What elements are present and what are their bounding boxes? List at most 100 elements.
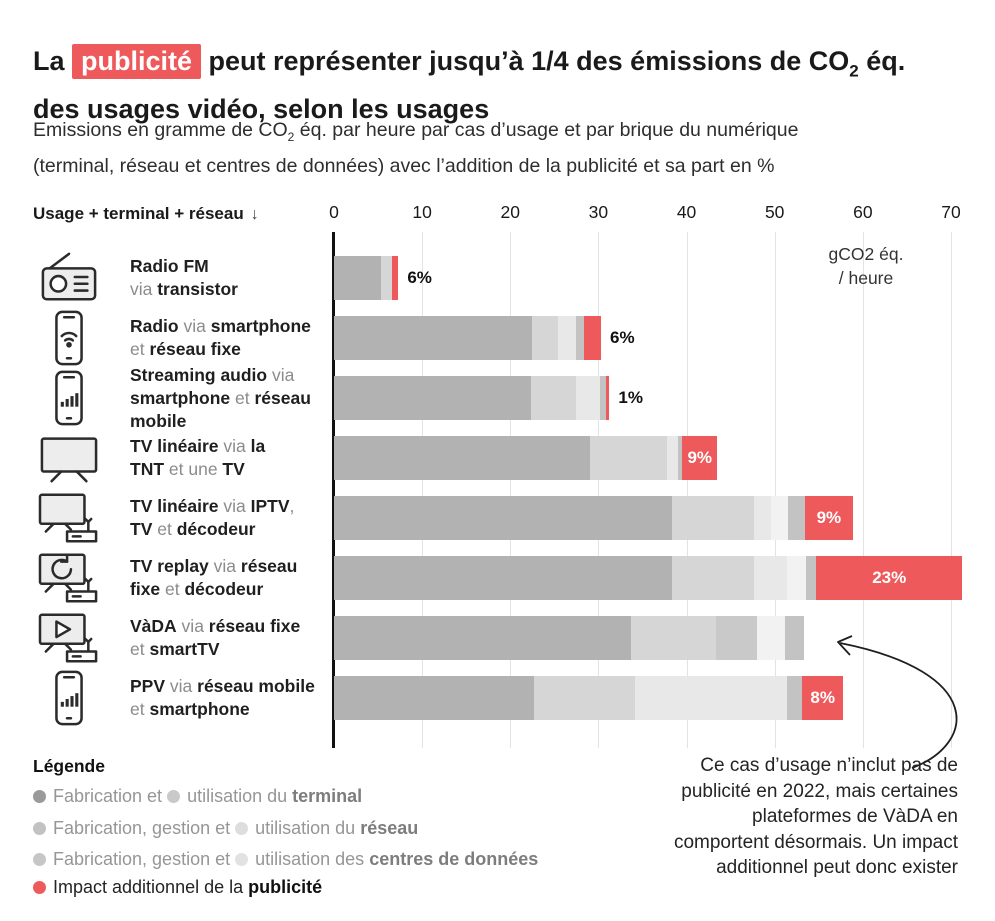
usage-label: Radio FM via transistor — [130, 248, 342, 308]
bar-segment-1 — [380, 256, 393, 300]
title-highlight: publicité — [72, 44, 202, 80]
annotation-line: publicité en 2022, mais certaines — [681, 780, 958, 802]
phone-bars-icon — [36, 369, 102, 427]
usage-label: PPV via réseau mobile et smartphone — [130, 668, 342, 728]
usage-label: TV replay via réseau fixe et décodeur — [130, 548, 342, 608]
gridline-10 — [422, 232, 423, 748]
legend-text: utilisation du — [187, 786, 293, 806]
label-bold: réseau fixe — [208, 616, 301, 636]
usage-label-text: Streaming audio via smartphone et réseau m… — [130, 364, 311, 433]
phone-bars-icon — [36, 669, 102, 727]
pub-percentage-label: 6% — [610, 328, 635, 347]
subtitle-subscript: 2 — [287, 129, 295, 144]
legend-row: Fabrication et utilisation du terminal — [33, 786, 362, 807]
bar-segment-publicite — [606, 376, 610, 420]
bar-segment-2 — [753, 496, 772, 540]
axis-tick-10: 10 — [412, 202, 432, 222]
bar-segment-1 — [532, 316, 558, 360]
label-bold: fixe — [130, 579, 161, 599]
pub-percentage-label: 9% — [687, 448, 713, 467]
label-light: via — [267, 364, 295, 385]
stacked-bar: 6% — [334, 256, 432, 300]
label-light: via — [218, 436, 251, 456]
axis-tick-50: 50 — [764, 202, 785, 222]
axis-tick-0: 0 — [329, 202, 339, 222]
gridline-20 — [510, 232, 511, 748]
annotation-line: comportent désormais. Un impact — [673, 831, 958, 853]
bar-segment-1 — [672, 496, 754, 540]
legend-dot-icon — [33, 822, 46, 835]
label-bold: TV linéaire — [130, 496, 219, 516]
bar-segment-0 — [334, 496, 673, 540]
label-bold: Radio — [130, 316, 179, 336]
bar-segment-3 — [787, 676, 802, 720]
label-bold: VàDA — [130, 616, 177, 636]
label-bold: réseau mobile — [197, 676, 315, 696]
legend-text: publicité — [248, 877, 323, 897]
legend-dot-icon — [235, 853, 249, 866]
bar-segment-0 — [334, 556, 673, 600]
bar-segment-0 — [334, 616, 632, 660]
gridline-50 — [775, 232, 776, 748]
usage-label: VàDA via réseau fixe et smartTV — [130, 608, 342, 668]
bar-segment-4 — [806, 556, 817, 600]
legend-row: Impact additionnel de la publicité — [33, 877, 322, 898]
phone-wifi-icon — [36, 309, 102, 367]
label-light: via — [176, 616, 209, 636]
bar-segment-0 — [334, 676, 535, 720]
gridline-40 — [687, 232, 688, 748]
label-light: via — [208, 556, 241, 576]
bar-segment-2 — [753, 556, 788, 600]
legend-row: Fabrication, gestion et utilisation du r… — [33, 818, 418, 839]
pub-percentage-label: 6% — [407, 268, 432, 287]
bar-segment-publicite — [584, 316, 602, 360]
label-bold: IPTV — [250, 496, 290, 516]
subtitle-text: (terminal, réseau et centres de données)… — [33, 154, 775, 177]
subtitle-text: Emissions en gramme de CO — [33, 119, 288, 141]
label-bold: smartphone — [130, 387, 231, 408]
usage-label-text: PPV via réseau mobile et smartphone — [130, 675, 315, 721]
gridline-30 — [598, 232, 599, 748]
tv-play-icon — [36, 609, 102, 667]
pub-percentage-label: 1% — [618, 388, 643, 407]
usage-label-text: TV linéaire via la TNT et une TV — [130, 435, 265, 481]
legend-text: centres de données — [369, 849, 539, 869]
label-bold: Radio FM — [130, 256, 209, 276]
label-bold: TNT — [130, 459, 165, 479]
unit-line2: / heure — [838, 268, 894, 288]
legend-text: utilisation du — [255, 818, 361, 838]
legend-dot-icon — [167, 790, 181, 803]
legend-dot-icon — [33, 790, 46, 803]
axis-tick-60: 60 — [853, 202, 873, 222]
axis-unit-label: gCO2 éq. / heure — [806, 242, 926, 290]
annotation-line: additionnel peut donc exister — [716, 857, 958, 878]
usage-label-text: VàDA via réseau fixe et smartTV — [130, 615, 300, 661]
bar-segment-3 — [677, 436, 683, 480]
legend-text: réseau — [360, 818, 419, 838]
tv-replay-icon — [36, 549, 102, 607]
legend-text: utilisation des — [255, 849, 370, 869]
legend-dot-icon — [33, 881, 46, 894]
annotation-note: Ce cas d’usage n’inclut pas de publicité … — [653, 753, 958, 881]
bar-segment-3 — [600, 376, 607, 420]
bar-segment-3 — [787, 556, 807, 600]
radio-icon — [36, 249, 102, 307]
label-light: via — [130, 279, 158, 299]
legend-text: Impact additionnel de la — [53, 877, 249, 897]
page-title: La publicité peut représenter jusqu’à 1/… — [33, 42, 968, 129]
legend-title: Légende — [33, 756, 105, 776]
label-light: via — [218, 496, 251, 516]
bar-segment-4 — [787, 496, 805, 540]
legend-text: Fabrication, gestion et — [53, 849, 236, 869]
subtitle-text: éq. par heure par cas d’usage et par bri… — [294, 119, 799, 141]
label-bold: mobile — [130, 410, 187, 431]
bar-segment-publicite: 9% — [682, 436, 718, 480]
bar-segment-publicite — [392, 256, 399, 300]
usage-label: TV linéaire via IPTV, TV et décodeur — [130, 488, 342, 548]
bar-segment-3 — [757, 616, 786, 660]
bar-segment-0 — [334, 256, 381, 300]
label-light: et — [152, 519, 177, 539]
stacked-bar: 8% — [334, 676, 844, 720]
label-bold: réseau — [254, 387, 311, 408]
